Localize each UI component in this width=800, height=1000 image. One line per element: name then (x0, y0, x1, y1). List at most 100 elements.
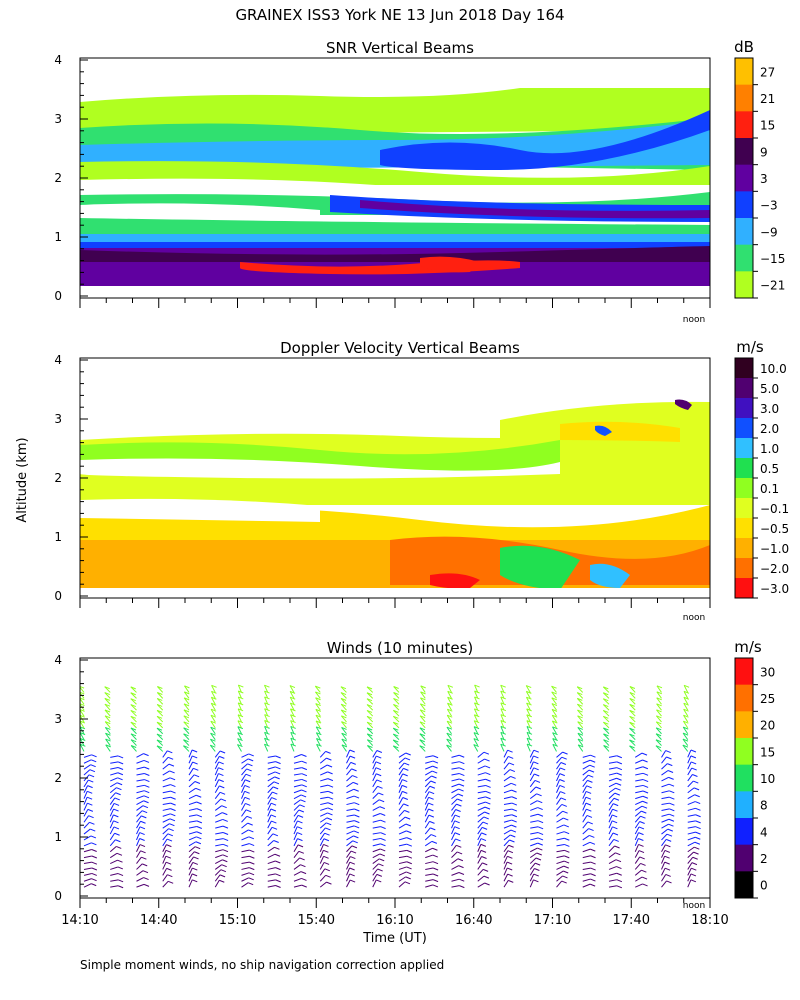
wind-barb (109, 782, 118, 788)
wind-barb-flag (327, 771, 333, 775)
wind-barb (530, 813, 539, 817)
wind-barb-flag (169, 818, 176, 822)
wind-barb (83, 754, 92, 758)
wind-barb (682, 744, 689, 752)
wind-barb-flag (564, 849, 570, 853)
wind-barb-flag (682, 732, 689, 736)
wind-barb (293, 884, 302, 888)
wind-barb-flag (324, 832, 330, 836)
doppler-unit: m/s (736, 338, 764, 356)
wind-barb (608, 885, 617, 888)
wind-barb (634, 810, 642, 817)
wind-barb (526, 726, 531, 734)
wind-barb (188, 781, 196, 788)
wind-barb-flag (459, 885, 465, 889)
wind-barb-flag (403, 767, 409, 771)
wind-barb-flag (340, 697, 347, 701)
wind-barb-flag (406, 830, 412, 834)
wind-barb (346, 808, 355, 811)
wind-barb (110, 866, 119, 870)
wind-barb-flag (719, 875, 724, 877)
wind-barb-flag (301, 784, 307, 788)
wind-barb (136, 863, 143, 870)
wind-barb-flag (404, 762, 410, 766)
wind-barb (582, 802, 587, 811)
wind-barb-flag (454, 814, 461, 818)
wind-barb (582, 815, 588, 823)
wind-barb-flag (323, 855, 329, 859)
wind-barb-flag (457, 858, 464, 862)
wind-barb-flag (616, 866, 622, 870)
wind-barb (130, 727, 137, 735)
wind-barb-flag (432, 760, 439, 764)
wind-barb-flag (682, 738, 689, 742)
wind-barb (267, 814, 272, 823)
wind-barb (661, 867, 666, 876)
wind-barb-flag (315, 708, 322, 712)
wind-barb (577, 715, 584, 723)
wind-barb (451, 761, 460, 764)
wind-barb-flag (349, 755, 356, 759)
wind-barb-flag (130, 727, 137, 731)
wind-barb-flag (130, 686, 136, 690)
wind-barb (188, 774, 195, 782)
wind-barb (136, 773, 145, 776)
wind-barb (577, 703, 584, 711)
wind-barb (267, 771, 276, 776)
wind-barb (83, 849, 92, 853)
wind-barb-flag (170, 802, 176, 806)
wind-barb (582, 769, 590, 776)
doppler-white-bottom (80, 588, 710, 598)
wind-barb-flag (665, 844, 671, 848)
wind-barb (237, 708, 242, 717)
wind-barb (687, 820, 696, 823)
wind-barb-flag (380, 848, 386, 852)
wind-barb-flag (196, 794, 202, 798)
wind-barb (477, 816, 485, 823)
wind-barb-flag (114, 832, 120, 836)
x-tick-label: 14:40 (140, 913, 177, 928)
wind-barb-flag (404, 757, 411, 761)
wind-barb-flag (297, 844, 304, 848)
wind-barb-flag (315, 720, 322, 724)
wind-barb (241, 758, 249, 764)
wind-barb-flag (168, 763, 175, 767)
x-tick-label: 18:10 (691, 913, 728, 928)
wind-barb-flag (270, 808, 277, 812)
wind-barb (241, 861, 250, 865)
wind-barb-flag (526, 685, 532, 689)
wind-barb (346, 802, 355, 806)
wind-barb (634, 844, 639, 852)
wind-barb (241, 855, 250, 859)
wind-barb-flag (80, 720, 86, 724)
wind-barb (237, 702, 242, 711)
wind-barb-flag (432, 873, 439, 877)
wind-barb-flag (183, 709, 190, 713)
wind-barb (661, 796, 670, 800)
wind-barb (451, 798, 458, 805)
wind-barb-flag (366, 715, 373, 719)
wind-barb-flag (366, 686, 373, 690)
wind-barb (635, 766, 644, 770)
wind-barb (293, 778, 302, 782)
wind-barb (687, 794, 695, 800)
wind-barb-flag (315, 714, 322, 718)
wind-barb (241, 836, 250, 841)
wind-barb (214, 879, 220, 888)
wind-barb (346, 788, 354, 794)
wind-barb-flag (720, 805, 725, 807)
wind-barb-flag (656, 721, 662, 725)
wind-barb (714, 865, 721, 869)
wind-barb (215, 818, 223, 823)
wind-barb-flag (327, 790, 334, 794)
wind-barb-flag (117, 873, 124, 877)
winds-x-ticks (79, 898, 711, 908)
wind-barb-flag (105, 721, 111, 725)
wind-barb (425, 867, 434, 870)
wind-barb-flag (211, 684, 217, 688)
wind-barb-flag (563, 870, 569, 874)
wind-barb-flag (90, 828, 96, 832)
wind-barb-flag (692, 774, 698, 777)
wind-barb (320, 807, 329, 811)
wind-barb (183, 709, 190, 717)
